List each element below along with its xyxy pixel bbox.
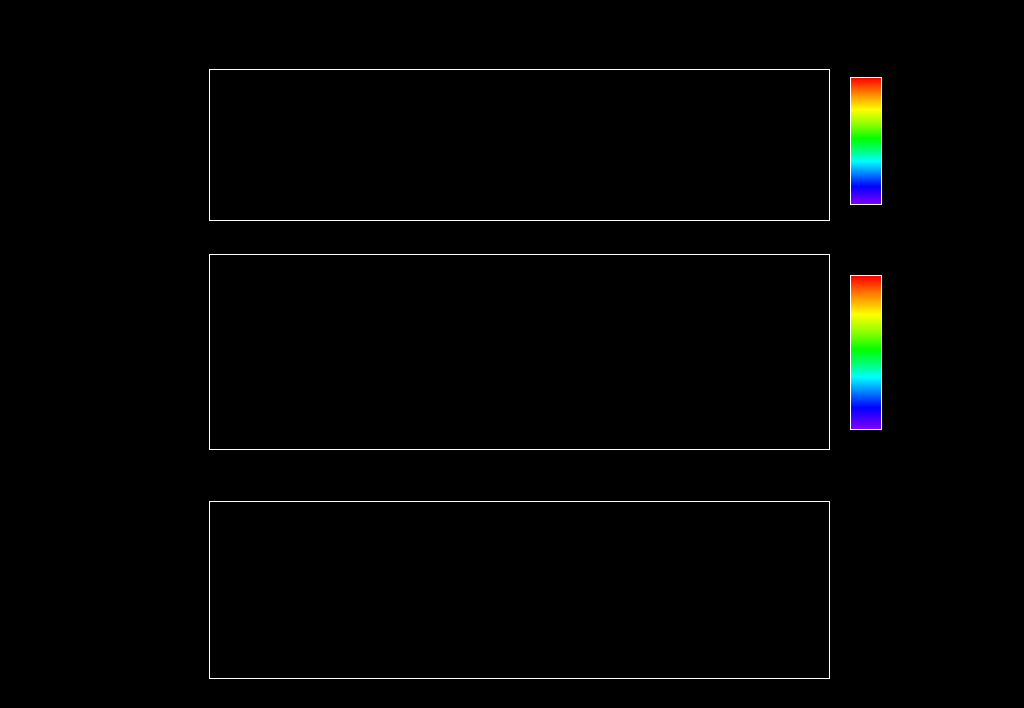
quality-plot-frame [209,501,830,679]
energy-spectrogram [210,70,828,220]
energy-plot-frame [209,69,830,221]
pitch-plot-frame [209,254,830,450]
pitch-angle-heatmap [210,255,828,448]
deg-colorbar [850,275,882,430]
def-colorbar [850,77,882,205]
